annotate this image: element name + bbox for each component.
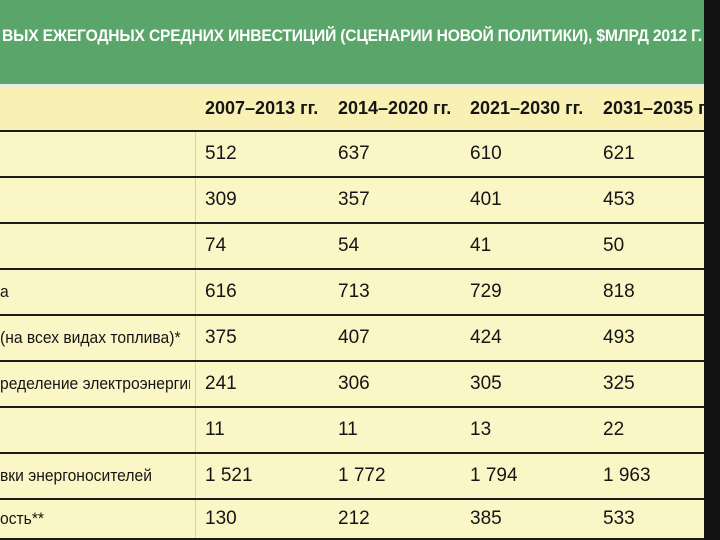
row-value: 385 bbox=[470, 508, 502, 529]
row-value: 325 bbox=[603, 373, 635, 394]
row-value: 713 bbox=[338, 281, 370, 302]
investment-table: 2007–2013 гг. 2014–2020 гг. 2021–2030 гг… bbox=[0, 87, 716, 540]
table-row: вки энергоносителей 1 521 1 772 1 794 1 … bbox=[0, 454, 704, 500]
row-value: 407 bbox=[338, 327, 370, 348]
table-row: а 616 713 729 818 bbox=[0, 270, 704, 316]
header-2014-2020: 2014–2020 гг. bbox=[338, 98, 452, 118]
row-value: 424 bbox=[470, 327, 502, 348]
row-label bbox=[0, 132, 190, 176]
table-row: 309 357 401 453 bbox=[0, 178, 704, 224]
row-value: 453 bbox=[603, 189, 635, 210]
column-divider bbox=[195, 87, 196, 540]
row-label bbox=[0, 224, 190, 268]
row-value: 41 bbox=[470, 235, 492, 256]
table-row: (на всех видах топлива)* 375 407 424 493 bbox=[0, 316, 704, 362]
table-row: 512 637 610 621 bbox=[0, 132, 704, 178]
row-value: 22 bbox=[603, 419, 625, 440]
row-value: 11 bbox=[205, 419, 225, 440]
row-value: 616 bbox=[205, 281, 237, 302]
row-label: ость** bbox=[0, 509, 45, 528]
row-value: 50 bbox=[603, 235, 625, 256]
row-value: 212 bbox=[338, 508, 370, 529]
row-label: а bbox=[0, 282, 9, 301]
row-label bbox=[0, 408, 190, 452]
header-2007-2013: 2007–2013 гг. bbox=[205, 98, 319, 118]
row-value: 493 bbox=[603, 327, 635, 348]
row-value: 512 bbox=[205, 143, 237, 164]
row-value: 1 521 bbox=[205, 465, 253, 486]
row-value: 1 772 bbox=[338, 465, 386, 486]
row-value: 306 bbox=[338, 373, 370, 394]
table-row: 11 11 13 22 bbox=[0, 408, 704, 454]
header-2031-2035: 2031–2035 гг. bbox=[603, 98, 717, 118]
row-label: (на всех видах топлива)* bbox=[0, 328, 181, 347]
row-value: 309 bbox=[205, 189, 237, 210]
row-value: 1 794 bbox=[470, 465, 518, 486]
row-value: 74 bbox=[205, 235, 227, 256]
row-value: 54 bbox=[338, 235, 360, 256]
row-value: 11 bbox=[338, 419, 358, 440]
row-value: 533 bbox=[603, 508, 635, 529]
row-value: 637 bbox=[338, 143, 370, 164]
title-bar: ВЫХ ЕЖЕГОДНЫХ СРЕДНИХ ИНВЕСТИЦИЙ (СЦЕНАР… bbox=[0, 0, 704, 87]
row-value: 241 bbox=[205, 373, 237, 394]
row-value: 305 bbox=[470, 373, 502, 394]
row-value: 610 bbox=[470, 143, 502, 164]
table-header-row: 2007–2013 гг. 2014–2020 гг. 2021–2030 гг… bbox=[0, 87, 716, 132]
row-label: вки энергоносителей bbox=[0, 466, 152, 485]
header-label-cell bbox=[0, 87, 190, 130]
row-value: 621 bbox=[603, 143, 635, 164]
row-label bbox=[0, 178, 190, 222]
table-row: ределение электроэнергии 241 306 305 325 bbox=[0, 362, 704, 408]
row-label: ределение электроэнергии bbox=[0, 374, 190, 393]
table-title: ВЫХ ЕЖЕГОДНЫХ СРЕДНИХ ИНВЕСТИЦИЙ (СЦЕНАР… bbox=[2, 26, 702, 45]
row-value: 13 bbox=[470, 419, 492, 440]
row-value: 375 bbox=[205, 327, 237, 348]
row-value: 357 bbox=[338, 189, 370, 210]
row-value: 818 bbox=[603, 281, 635, 302]
row-value: 1 963 bbox=[603, 465, 651, 486]
row-value: 130 bbox=[205, 508, 237, 529]
right-edge-border bbox=[704, 0, 720, 540]
table-row: 74 54 41 50 bbox=[0, 224, 704, 270]
header-2021-2030: 2021–2030 гг. bbox=[470, 98, 584, 118]
row-value: 729 bbox=[470, 281, 502, 302]
row-value: 401 bbox=[470, 189, 502, 210]
table-row: ость** 130 212 385 533 bbox=[0, 500, 704, 540]
